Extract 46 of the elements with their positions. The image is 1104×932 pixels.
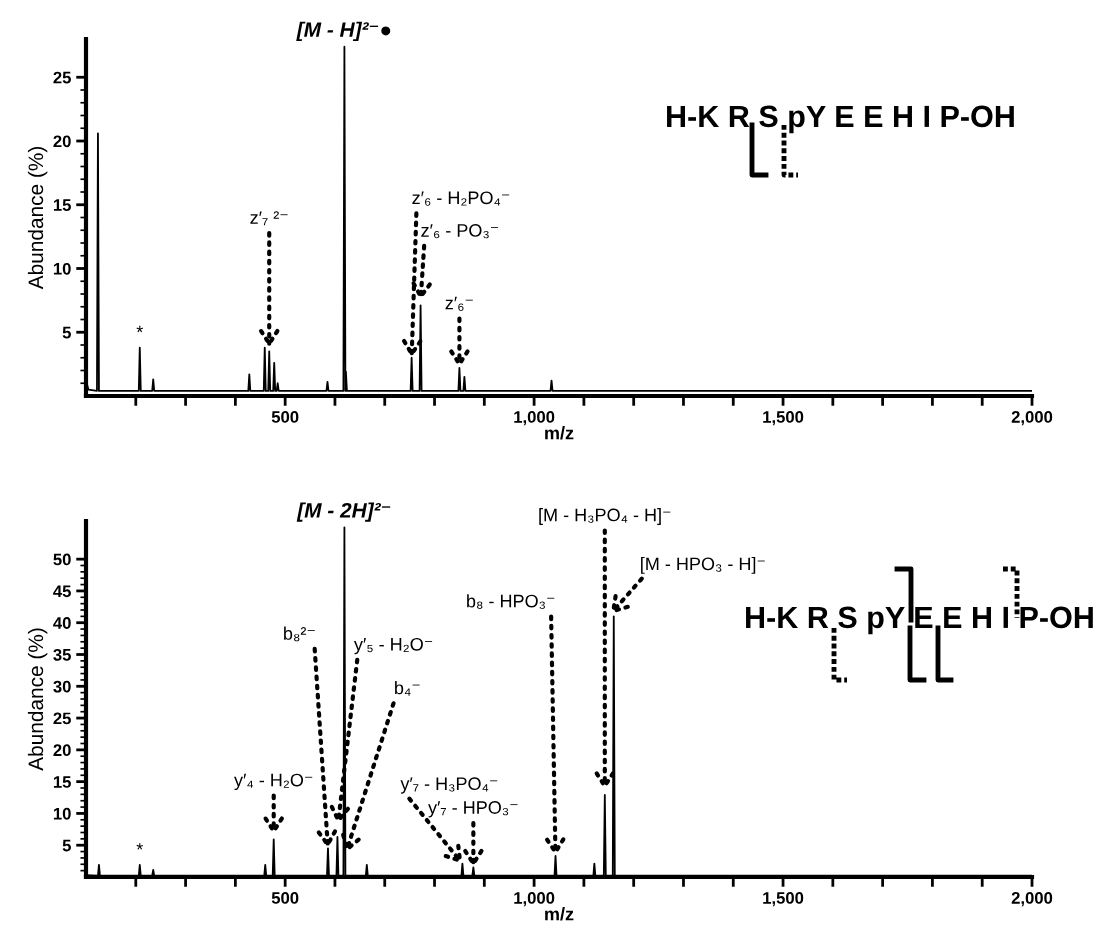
annotation: y′₄ - H₂O⁻	[234, 773, 313, 791]
y-tick-label: 25	[53, 712, 71, 725]
y-tick-label: 45	[53, 585, 71, 598]
y-tick-label: 25	[53, 71, 71, 84]
y-tick-label: 40	[53, 617, 71, 629]
annotation: z′₆⁻	[445, 296, 473, 311]
y-tick-label: 10	[53, 262, 71, 275]
x-tick-label: 1,500	[763, 892, 804, 907]
annotation: y′₇ - HPO₃⁻	[428, 801, 518, 818]
x-tick-label: 1,000	[514, 892, 555, 907]
y-tick-label: 10	[53, 807, 71, 820]
annotation: z′₆ - H₂PO₄⁻	[412, 191, 510, 206]
y-tick-label: 30	[53, 680, 71, 693]
x-tick-label: 2,000	[1011, 411, 1053, 426]
annotation: b₈²⁻	[284, 626, 315, 642]
annotation: H-K R S pY E E H I P-OH	[667, 105, 1014, 134]
y-tick-label: 50	[53, 553, 71, 566]
annotation: [M - 2H]²⁻	[296, 502, 391, 522]
x-tick-label: 500	[271, 411, 299, 423]
y-tick-label: 15	[53, 199, 71, 211]
x-tick-label: 1,000	[514, 411, 555, 426]
y-tick-label: 5	[62, 326, 71, 339]
annotation: [M - H]²⁻●	[296, 21, 391, 42]
annotation: [M - HPO₃ - H]⁻	[641, 556, 765, 574]
annotation: *	[136, 843, 143, 850]
annotation: *	[136, 325, 143, 333]
y-tick-label: 20	[53, 135, 71, 148]
y-tick-label: 5	[62, 839, 71, 852]
annotation: H-K R S pY E E H I P-OH	[746, 606, 1093, 635]
y-axis-title: Abundance (%)	[27, 628, 48, 771]
y-tick-label: 20	[53, 744, 71, 757]
x-tick-label: 500	[271, 892, 299, 904]
annotation: y′₅ - H₂O⁻	[353, 637, 433, 655]
x-axis-title: m/z	[545, 426, 574, 440]
x-tick-label: 2,000	[1011, 892, 1053, 907]
annotation: b₄⁻	[395, 681, 420, 696]
annotation: y′₇ - H₃PO₄⁻	[400, 777, 498, 794]
y-axis-title: Abundance (%)	[27, 146, 48, 290]
annotation: [M - H₃PO₄ - H]⁻	[539, 508, 671, 525]
x-axis-title: m/z	[545, 907, 574, 921]
y-tick-label: 15	[53, 776, 71, 788]
annotation: z′₇ ²⁻	[250, 211, 288, 226]
x-tick-label: 1,500	[763, 411, 804, 426]
annotation: b₈ - HPO₃⁻	[467, 594, 555, 609]
annotation: z′₆ - PO₃⁻	[421, 224, 499, 239]
y-tick-label: 35	[53, 648, 71, 661]
